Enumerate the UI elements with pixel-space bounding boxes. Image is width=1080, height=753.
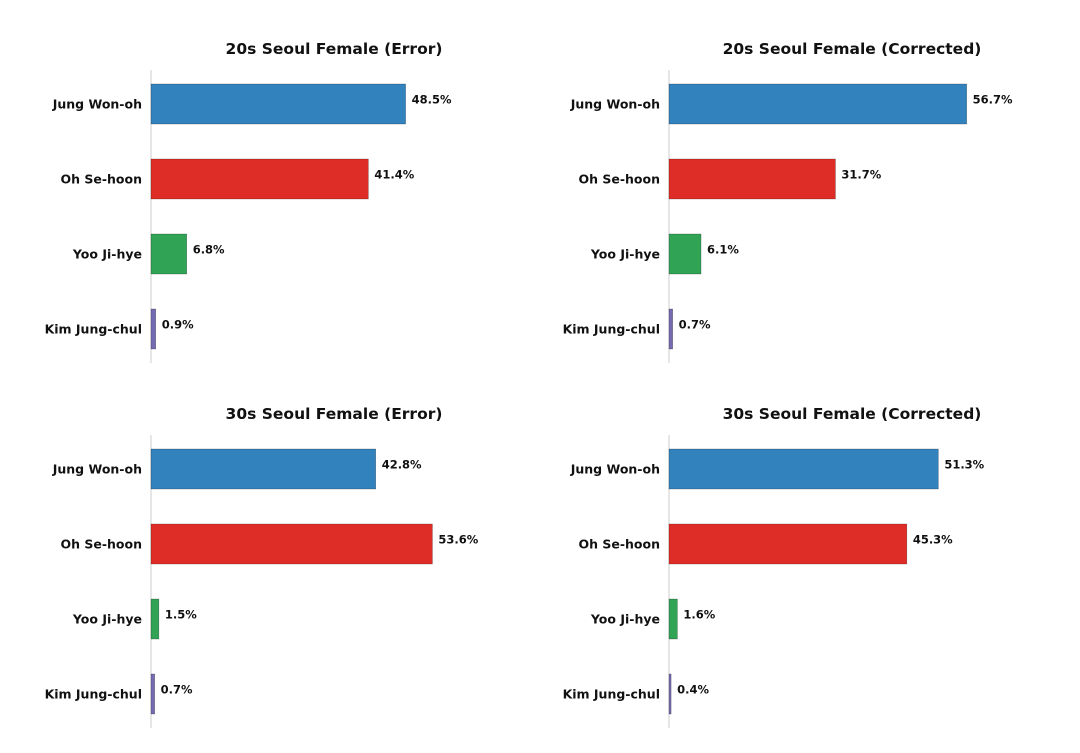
category-label: Jung Won-oh — [570, 97, 660, 112]
category-label: Yoo Ji-hye — [72, 612, 142, 627]
bar-oh-se-hoon — [150, 158, 369, 200]
category-label: Oh Se-hoon — [578, 537, 660, 552]
category-label: Oh Se-hoon — [578, 172, 660, 187]
bar-kim-jung-chul — [150, 308, 157, 350]
bar-yoo-ji-hye — [150, 233, 188, 275]
value-label: 31.7% — [841, 168, 881, 182]
chart-title: 20s Seoul Female (Corrected) — [723, 40, 982, 58]
value-label: 6.8% — [193, 243, 225, 257]
category-label: Jung Won-oh — [52, 97, 142, 112]
bar-yoo-ji-hye — [668, 598, 678, 640]
value-label: 51.3% — [944, 458, 984, 472]
value-label: 1.5% — [165, 608, 197, 622]
bar-yoo-ji-hye — [668, 233, 702, 275]
bar-yoo-ji-hye — [150, 598, 160, 640]
value-label: 0.7% — [679, 318, 711, 332]
bar-jung-won-oh — [150, 448, 376, 490]
bar-kim-jung-chul — [668, 673, 672, 715]
bar-kim-jung-chul — [150, 673, 155, 715]
value-label: 6.1% — [707, 243, 739, 257]
value-label: 0.4% — [677, 683, 709, 697]
value-label: 41.4% — [374, 168, 414, 182]
category-label: Yoo Ji-hye — [72, 247, 142, 262]
category-label: Oh Se-hoon — [60, 172, 142, 187]
bar-kim-jung-chul — [668, 308, 673, 350]
category-label: Kim Jung-chul — [45, 687, 142, 702]
value-label: 56.7% — [973, 93, 1013, 107]
category-label: Kim Jung-chul — [563, 687, 660, 702]
value-label: 53.6% — [438, 533, 478, 547]
category-label: Jung Won-oh — [52, 462, 142, 477]
value-label: 0.7% — [161, 683, 193, 697]
value-label: 48.5% — [412, 93, 452, 107]
chart-title: 30s Seoul Female (Corrected) — [723, 405, 982, 423]
bar-jung-won-oh — [668, 83, 967, 125]
category-label: Kim Jung-chul — [563, 322, 660, 337]
bar-jung-won-oh — [668, 448, 939, 490]
value-label: 1.6% — [683, 608, 715, 622]
category-label: Kim Jung-chul — [45, 322, 142, 337]
chart-title: 20s Seoul Female (Error) — [226, 40, 443, 58]
value-label: 45.3% — [913, 533, 953, 547]
bar-jung-won-oh — [150, 83, 406, 125]
category-label: Oh Se-hoon — [60, 537, 142, 552]
value-label: 0.9% — [162, 318, 194, 332]
category-label: Jung Won-oh — [570, 462, 660, 477]
bar-oh-se-hoon — [668, 158, 836, 200]
bar-oh-se-hoon — [668, 523, 908, 565]
category-label: Yoo Ji-hye — [590, 612, 660, 627]
bar-oh-se-hoon — [150, 523, 433, 565]
chart-title: 30s Seoul Female (Error) — [226, 405, 443, 423]
category-label: Yoo Ji-hye — [590, 247, 660, 262]
value-label: 42.8% — [382, 458, 422, 472]
